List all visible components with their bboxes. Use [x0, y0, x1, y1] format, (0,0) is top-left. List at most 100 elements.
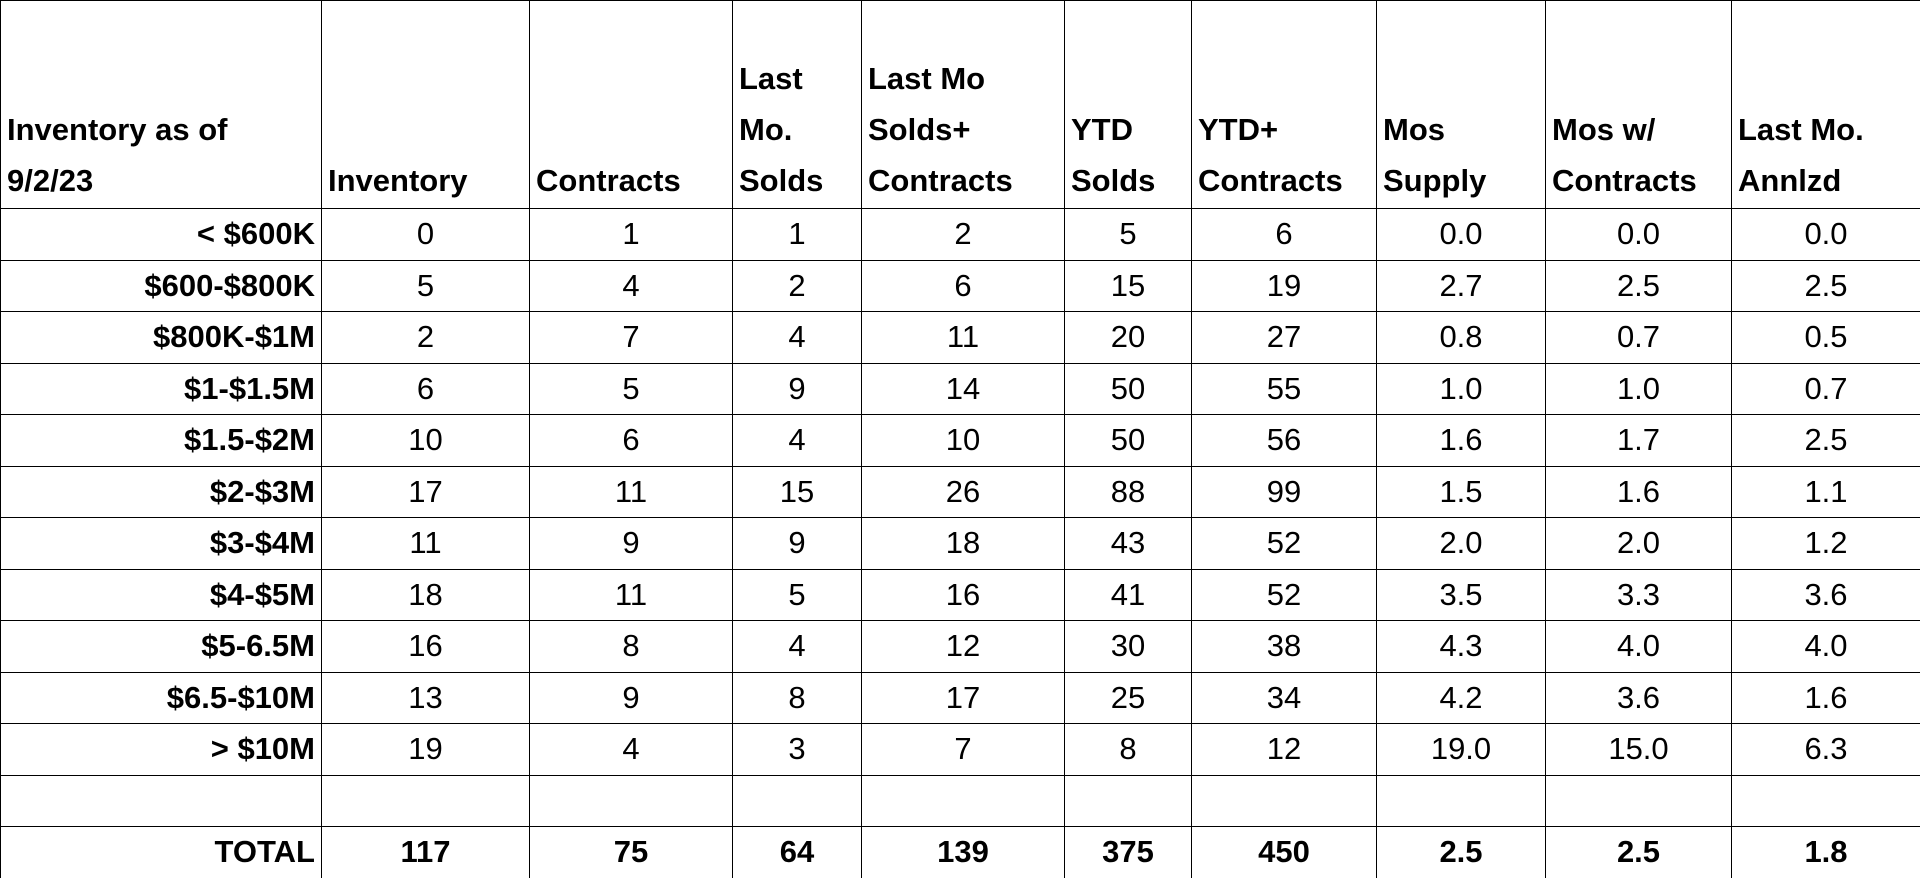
cell: 3.3: [1545, 568, 1732, 621]
column-header: Last Mo Solds+ Contracts: [861, 0, 1065, 209]
cell: 9: [732, 362, 862, 415]
cell: 30: [1064, 620, 1192, 673]
table-row: $1.5-$2M 10 6 4 10 50 56 1.6 1.7 2.5: [0, 414, 1920, 467]
cell: 5: [321, 259, 530, 312]
cell: 18: [861, 517, 1065, 570]
cell: 4: [732, 311, 862, 364]
cell: 15: [732, 465, 862, 518]
cell: 52: [1191, 568, 1377, 621]
blank-cell: [861, 774, 1065, 827]
blank-cell: [1191, 774, 1377, 827]
cell: 9: [732, 517, 862, 570]
cell: 2: [732, 259, 862, 312]
cell: 0.7: [1545, 311, 1732, 364]
cell: 6: [321, 362, 530, 415]
cell: 1.5: [1376, 465, 1546, 518]
cell: 38: [1191, 620, 1377, 673]
cell: 2: [321, 311, 530, 364]
cell: 1: [732, 208, 862, 261]
cell: 1: [529, 208, 733, 261]
cell: 0: [321, 208, 530, 261]
cell: 3.5: [1376, 568, 1546, 621]
cell: 8: [529, 620, 733, 673]
cell: 16: [321, 620, 530, 673]
blank-cell: [1545, 774, 1732, 827]
table-row: $5-6.5M 16 8 4 12 30 38 4.3 4.0 4.0: [0, 620, 1920, 673]
column-header: Inventory as of 9/2/23: [0, 0, 322, 209]
table-body: < $600K 0 1 1 2 5 6 0.0 0.0 0.0 $600-$800K 5 4 2 6 15 19…: [0, 208, 1920, 878]
cell: 27: [1191, 311, 1377, 364]
cell: 11: [321, 517, 530, 570]
table-row: $6.5-$10M 13 9 8 17 25 34 4.2 3.6 1.6: [0, 671, 1920, 724]
cell: 10: [321, 414, 530, 467]
cell: 1.0: [1545, 362, 1732, 415]
row-label: $6.5-$10M: [0, 671, 322, 724]
blank-cell: [1731, 774, 1920, 827]
cell: 375: [1064, 826, 1192, 878]
blank-cell: [321, 774, 530, 827]
row-label: $2-$3M: [0, 465, 322, 518]
cell: 2.0: [1376, 517, 1546, 570]
blank-row: [0, 774, 1920, 827]
cell: 117: [321, 826, 530, 878]
cell: 50: [1064, 362, 1192, 415]
cell: 450: [1191, 826, 1377, 878]
row-label: $1.5-$2M: [0, 414, 322, 467]
cell: 43: [1064, 517, 1192, 570]
cell: 12: [1191, 723, 1377, 776]
cell: 17: [321, 465, 530, 518]
column-header: Contracts: [529, 0, 733, 209]
cell: 10: [861, 414, 1065, 467]
cell: 11: [529, 568, 733, 621]
column-header: YTD+ Contracts: [1191, 0, 1377, 209]
cell: 11: [861, 311, 1065, 364]
cell: 9: [529, 517, 733, 570]
cell: 139: [861, 826, 1065, 878]
table-row: > $10M 19 4 3 7 8 12 19.0 15.0 6.3: [0, 723, 1920, 776]
row-label: $1-$1.5M: [0, 362, 322, 415]
cell: 4: [529, 723, 733, 776]
table-row: $600-$800K 5 4 2 6 15 19 2.7 2.5 2.5: [0, 259, 1920, 312]
cell: 3.6: [1545, 671, 1732, 724]
cell: 6.3: [1731, 723, 1920, 776]
cell: 5: [1064, 208, 1192, 261]
cell: 75: [529, 826, 733, 878]
table-row: $2-$3M 17 11 15 26 88 99 1.5 1.6 1.1: [0, 465, 1920, 518]
cell: 6: [529, 414, 733, 467]
cell: 1.8: [1731, 826, 1920, 878]
cell: 19: [321, 723, 530, 776]
cell: 5: [529, 362, 733, 415]
blank-cell: [529, 774, 733, 827]
cell: 8: [1064, 723, 1192, 776]
cell: 7: [529, 311, 733, 364]
cell: 2.0: [1545, 517, 1732, 570]
cell: 0.7: [1731, 362, 1920, 415]
column-header: Mos w/ Contracts: [1545, 0, 1732, 209]
cell: 4.3: [1376, 620, 1546, 673]
table-row: $800K-$1M 2 7 4 11 20 27 0.8 0.7 0.5: [0, 311, 1920, 364]
cell: 0.5: [1731, 311, 1920, 364]
table-row: < $600K 0 1 1 2 5 6 0.0 0.0 0.0: [0, 208, 1920, 261]
cell: 17: [861, 671, 1065, 724]
cell: 3.6: [1731, 568, 1920, 621]
cell: 15: [1064, 259, 1192, 312]
row-label: $800K-$1M: [0, 311, 322, 364]
header-row: Inventory as of 9/2/23 Inventory Contracts…: [0, 0, 1920, 209]
cell: 1.6: [1731, 671, 1920, 724]
cell: 12: [861, 620, 1065, 673]
cell: 1.7: [1545, 414, 1732, 467]
blank-cell: [1064, 774, 1192, 827]
cell: 2.5: [1376, 826, 1546, 878]
cell: 2.7: [1376, 259, 1546, 312]
cell: 6: [861, 259, 1065, 312]
cell: 7: [861, 723, 1065, 776]
cell: 19.0: [1376, 723, 1546, 776]
cell: 34: [1191, 671, 1377, 724]
column-header: Last Mo. Solds: [732, 0, 862, 209]
cell: 88: [1064, 465, 1192, 518]
cell: 4: [732, 414, 862, 467]
cell: 9: [529, 671, 733, 724]
cell: 16: [861, 568, 1065, 621]
